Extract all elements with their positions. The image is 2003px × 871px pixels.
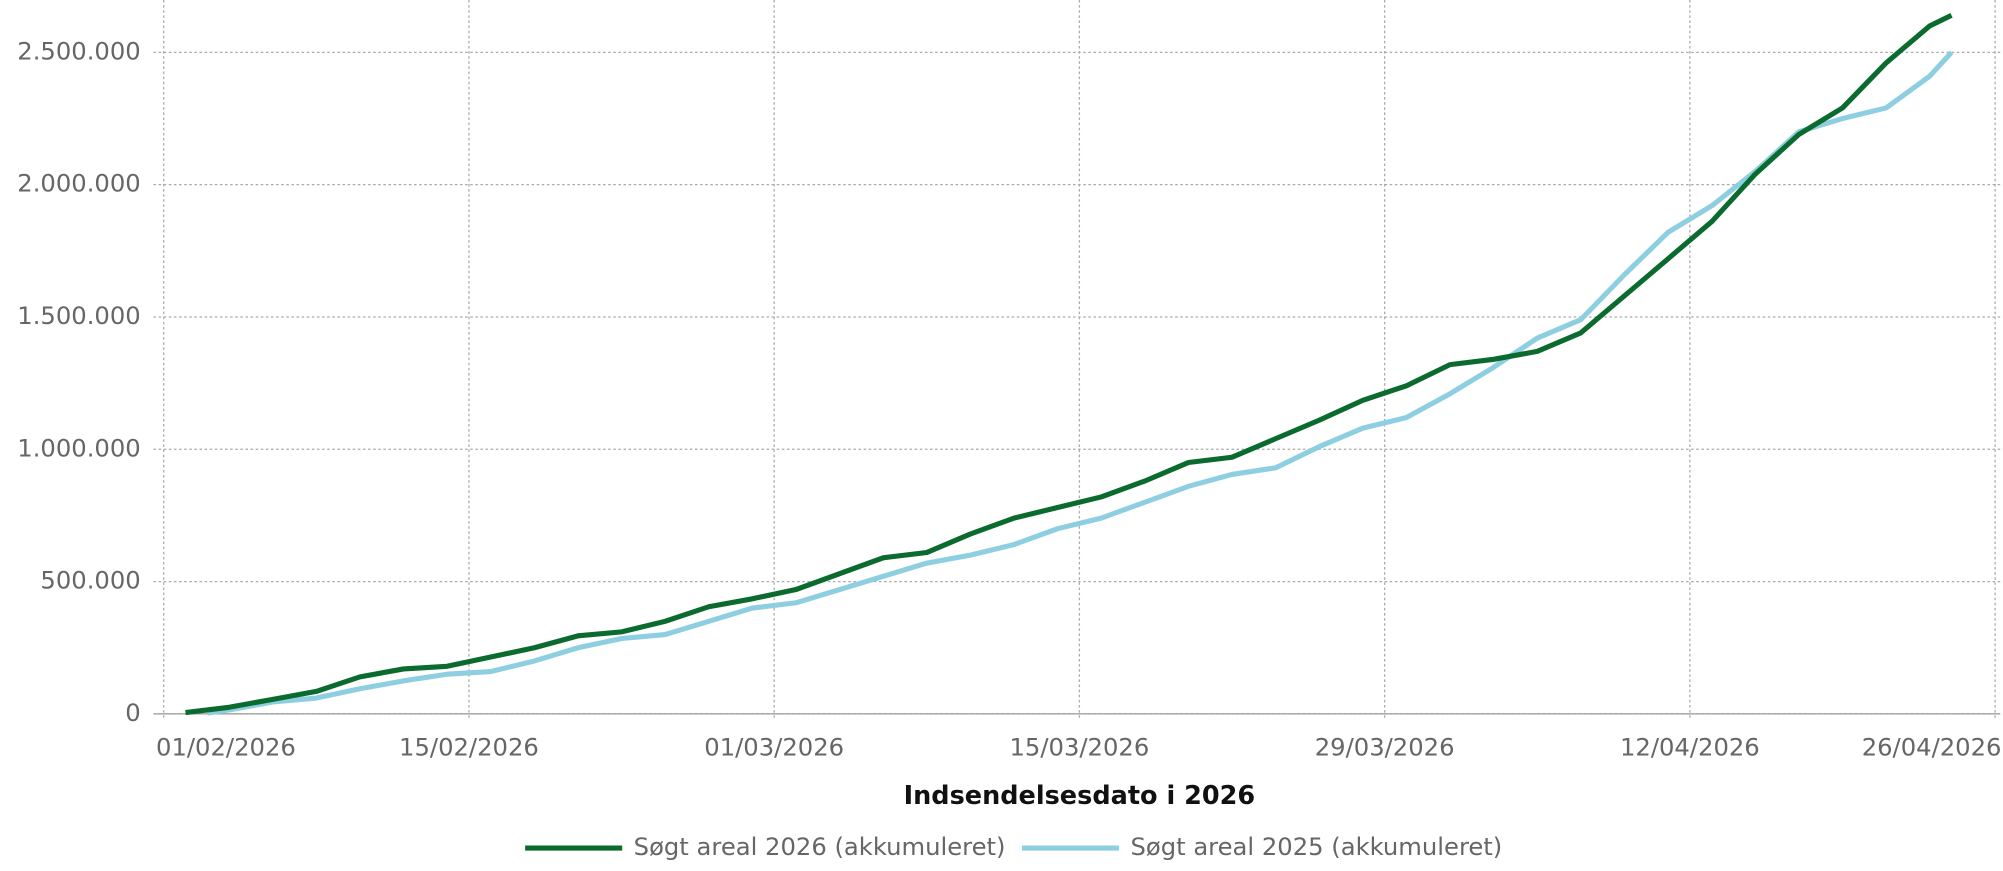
y-tick-label: 0	[125, 698, 140, 727]
x-tick-label: 15/02/2026	[399, 732, 539, 761]
x-axis-title: Indsendelsesdato i 2026	[904, 781, 1256, 811]
x-tick-label: 12/04/2026	[1620, 732, 1760, 761]
series-line	[206, 50, 1954, 716]
legend-label: Søgt areal 2025 (akkumuleret)	[1130, 832, 1502, 861]
y-tick-label: 2.000.000	[17, 169, 140, 198]
y-tick-label: 500.000	[40, 566, 140, 595]
x-tick-label: 26/04/2026	[1862, 732, 2002, 761]
y-tick-label: 1.000.000	[17, 433, 140, 462]
x-tick-label: 01/03/2026	[704, 732, 844, 761]
x-tick-label: 15/03/2026	[1010, 732, 1150, 761]
legend-label: Søgt areal 2026 (akkumuleret)	[634, 832, 1006, 861]
series-line	[185, 13, 1953, 716]
x-tick-label: 29/03/2026	[1315, 732, 1455, 761]
y-tick-label: 1.500.000	[17, 301, 140, 330]
y-tick-label: 2.500.000	[17, 36, 140, 65]
x-tick-label: 01/02/2026	[156, 732, 296, 761]
